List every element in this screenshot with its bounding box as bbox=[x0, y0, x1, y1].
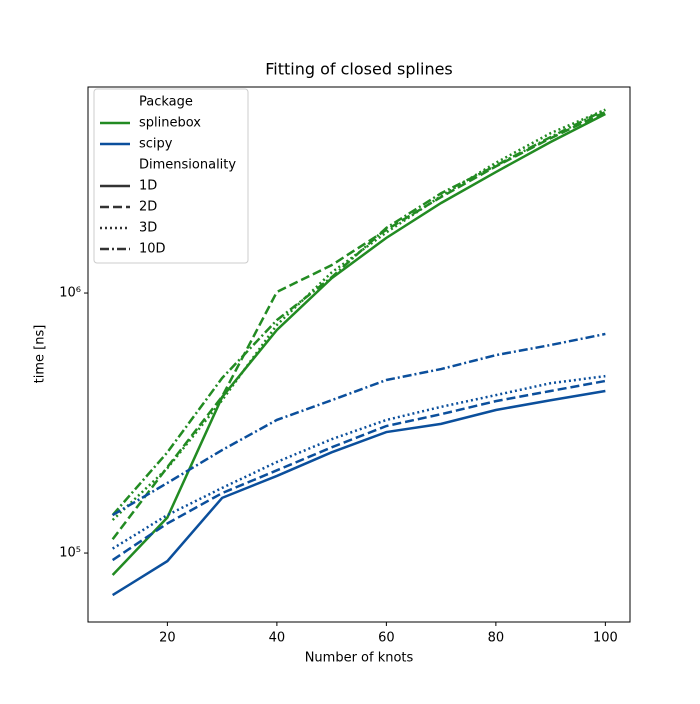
plot-frame bbox=[87, 86, 631, 623]
x-tick-label: 20 bbox=[159, 631, 176, 646]
chart-title: Fitting of closed splines bbox=[265, 60, 453, 79]
legend-title: Package bbox=[139, 95, 193, 110]
series-line bbox=[111, 389, 606, 597]
series-line bbox=[111, 379, 606, 562]
y-tick-label: 10⁵ bbox=[59, 546, 81, 561]
legend-title: Dimensionality bbox=[139, 158, 236, 173]
legend-label: 10D bbox=[139, 242, 166, 257]
legend-label: 3D bbox=[139, 221, 157, 236]
legend-box bbox=[93, 88, 249, 264]
series-line bbox=[111, 374, 606, 550]
legend-label: 2D bbox=[139, 200, 157, 215]
series-line bbox=[111, 110, 606, 540]
series-line bbox=[111, 108, 606, 516]
y-tick-label: 10⁶ bbox=[59, 286, 81, 301]
x-axis-label: Number of knots bbox=[305, 651, 414, 666]
legend-label: scipy bbox=[139, 137, 173, 152]
x-tick-label: 100 bbox=[593, 631, 618, 646]
x-tick-label: 40 bbox=[269, 631, 286, 646]
x-tick-label: 60 bbox=[378, 631, 395, 646]
legend-label: 1D bbox=[139, 179, 157, 194]
series-line bbox=[111, 112, 606, 576]
series-line bbox=[112, 332, 606, 517]
y-axis-label: time [ns] bbox=[33, 325, 48, 384]
legend-label: splinebox bbox=[139, 116, 201, 131]
x-tick-label: 80 bbox=[488, 631, 505, 646]
